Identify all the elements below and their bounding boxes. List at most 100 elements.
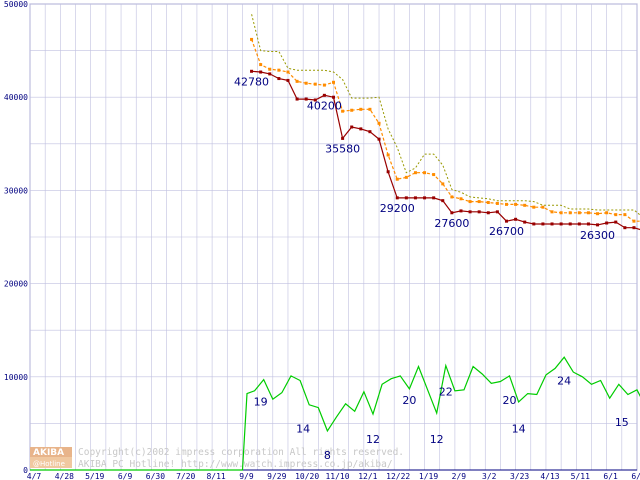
annotations-group: 4278040200355802920027600267002630025400… [234,75,629,462]
x-tick-label: 8/11 [206,472,225,480]
series-marker-red [404,196,408,200]
series-marker-orange [332,80,335,84]
series-marker-orange [341,109,345,113]
series-marker-red [322,93,326,97]
x-tick-label: 12/22 [386,472,410,480]
data-label: 42780 [234,75,269,88]
series-marker-orange [605,211,609,215]
series-marker-orange [395,177,399,181]
series-marker-red [286,78,290,82]
series-marker-red [341,136,345,140]
series-marker-red [504,219,508,223]
series-marker-red [350,125,354,129]
data-label: 24 [557,374,571,387]
y-tick-label: 0 [23,466,28,475]
series-marker-orange [459,197,463,201]
data-label: 26700 [489,225,524,238]
series-marker-red [632,226,636,230]
series-marker-red [250,69,254,73]
data-label: 35580 [325,142,360,155]
series-marker-red [477,210,481,214]
series-marker-orange [486,201,490,205]
series-marker-red [568,222,572,226]
series-marker-red [268,72,272,76]
x-tick-label: 5/11 [571,472,590,480]
series-marker-orange [532,205,536,209]
series-marker-orange [632,219,636,223]
series-marker-red [623,226,627,230]
series-marker-orange [614,213,618,217]
series-marker-red [586,222,590,226]
data-label: 26300 [580,229,615,242]
series-marker-red [596,223,600,227]
series-marker-red [423,196,427,200]
x-tick-label: 12/1 [358,472,377,480]
y-tick-label: 40000 [4,93,28,102]
series-marker-orange [377,121,381,125]
series-marker-orange [568,211,572,215]
data-label: 8 [324,449,331,462]
grid [29,3,638,471]
series-marker-orange [286,70,290,74]
x-tick-label: 6/9 [118,472,133,480]
series-marker-orange [477,200,481,204]
series-marker-red [441,199,445,203]
series-marker-orange [304,81,308,85]
url-line: AKIBA PC Hotline! http://www.watch.impre… [78,459,393,470]
series-marker-red [413,196,417,200]
series-marker-orange [623,213,627,217]
series-marker-red [359,127,363,131]
series-marker-orange [359,107,363,111]
y-axis-ticks: 0 10000 20000 30000 40000 50000 [4,0,28,475]
series-marker-orange [350,108,354,112]
series-marker-orange [259,63,263,67]
series-marker-orange [514,202,518,206]
series-marker-orange [250,37,254,41]
data-label: 20 [503,394,517,407]
x-tick-label: 1/19 [419,472,438,480]
x-tick-label: 9/9 [239,472,254,480]
data-label: 19 [254,396,268,409]
x-tick-label: 4/7 [27,472,42,480]
series-marker-orange [586,211,590,215]
series-marker-red [559,222,563,226]
series-marker-orange [523,203,527,207]
data-label: 29200 [380,202,415,215]
series-marker-red [459,209,463,213]
series-marker-orange [441,182,445,186]
x-tick-label: 2/9 [452,472,467,480]
series-marker-red [295,97,299,101]
series-marker-red [313,98,317,102]
series-marker-red [450,211,454,215]
x-tick-label: 3/2 [482,472,497,480]
series-marker-red [259,70,263,74]
series-marker-red [495,210,499,214]
series-line-olive [251,14,640,216]
series-line-green [30,356,640,471]
y-tick-label: 20000 [4,280,28,289]
logo-top-box [30,447,72,457]
data-label: 40200 [307,99,342,112]
y-tick-label: 10000 [4,373,28,382]
series-marker-orange [468,200,472,204]
series-marker-red [277,77,281,81]
series-marker-orange [386,153,390,157]
series-marker-red [377,137,381,141]
x-tick-label: 4/28 [55,472,74,480]
series-marker-orange [559,211,563,215]
series-marker-red [304,97,308,101]
series-marker-orange [596,212,600,216]
series-marker-red [332,95,335,99]
x-tick-label: 3/23 [510,472,529,480]
series-line-red [251,70,640,231]
data-label: 12 [366,433,380,446]
data-label: 27600 [434,217,469,230]
logo-bottom-text: @Hotline [33,460,65,468]
series-marker-red [395,196,399,200]
series-marker-orange [368,107,372,111]
series-marker-red [614,220,618,224]
x-tick-label: 6/1 [603,472,618,480]
logo-bottom-box [30,457,72,468]
